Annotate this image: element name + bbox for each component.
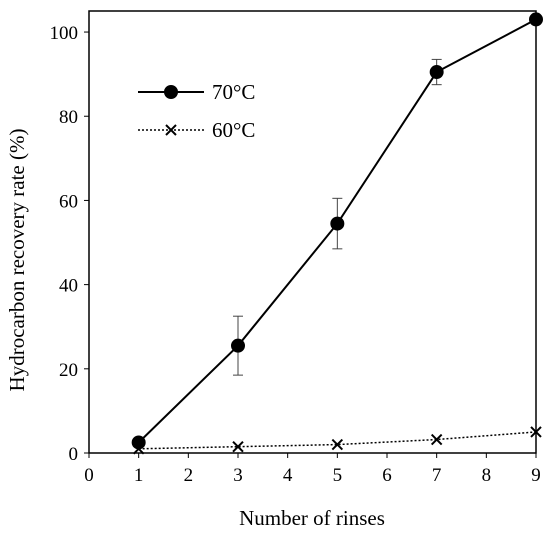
data-point [530,426,542,438]
legend-marker [164,85,178,99]
y-tick-label: 60 [59,191,78,212]
axes-layer: 0 1 2 3 4 5 6 7 8 9 0 20 40 60 80 100 [50,23,541,486]
data-point [231,338,245,353]
legend-item: 70°C [138,80,255,104]
x-axis-label: Number of rinses [239,506,385,530]
y-axis-label: Hydrocarbon recovery rate (%) [5,129,29,392]
data-point [331,438,344,451]
series-layer [131,12,543,455]
x-tick-label: 2 [184,465,194,486]
data-point [429,65,444,80]
x-tick-label: 1 [134,465,144,486]
x-tick-label: 9 [531,465,541,486]
x-tick-label: 6 [382,465,392,486]
legend-marker [165,124,177,136]
data-point [430,433,443,446]
y-tick-label: 100 [50,23,79,44]
x-tick-label: 0 [84,465,94,486]
data-point [131,435,146,450]
x-tick-label: 4 [283,465,293,486]
series-0 [131,12,543,450]
y-tick-label: 80 [59,107,78,128]
legend-label: 70°C [212,80,255,104]
x-tick-label: 7 [432,465,442,486]
legend-item: 60°C [138,118,255,142]
data-point [529,12,543,27]
series-1 [132,426,542,455]
data-point [132,443,145,455]
y-tick-label: 0 [69,444,79,465]
legend-label: 60°C [212,118,255,142]
data-point [330,216,345,231]
x-tick-label: 5 [333,465,343,486]
x-tick-label: 3 [233,465,243,486]
y-tick-label: 20 [59,360,78,381]
data-point [232,440,244,453]
legend: 70°C 60°C [138,80,255,142]
y-tick-label: 40 [59,276,78,297]
x-tick-label: 8 [482,465,492,486]
series-line [138,431,537,450]
plot-frame [88,10,537,454]
